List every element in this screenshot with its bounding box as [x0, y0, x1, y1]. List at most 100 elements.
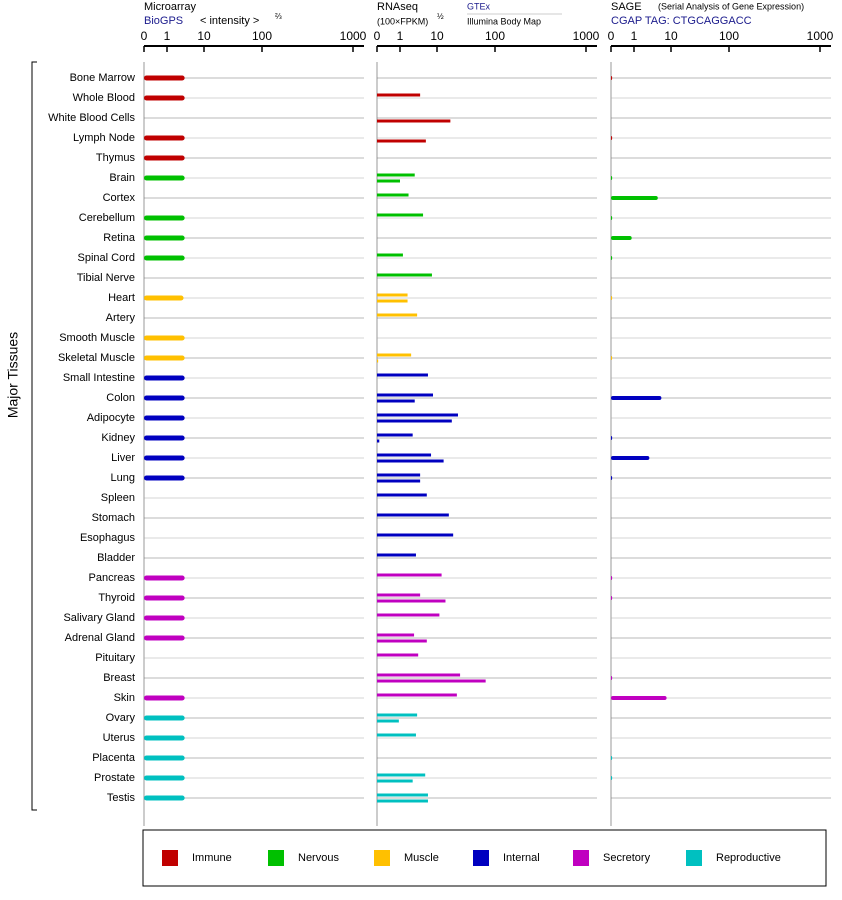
x-tick-label: 100 [719, 29, 739, 43]
bar [377, 419, 452, 423]
bar [377, 179, 400, 183]
tissue-label: Lung [111, 472, 135, 484]
series-name: Illumina Body Map [467, 16, 541, 26]
bar [377, 93, 421, 97]
bar [377, 799, 428, 803]
axis-power: ½ [437, 12, 444, 21]
panel-subtitle: (Serial Analysis of Gene Expression) [658, 1, 804, 11]
legend-label: Reproductive [716, 852, 781, 864]
legend-swatch [573, 850, 589, 866]
legend-label: Muscle [404, 852, 439, 864]
legend-swatch [162, 850, 178, 866]
legend-label: Immune [192, 852, 232, 864]
bar [377, 473, 421, 477]
legend-label: Secretory [603, 852, 651, 864]
bar [377, 573, 442, 577]
bar [377, 713, 418, 717]
bar [377, 733, 416, 737]
tissue-label: Small Intestine [63, 372, 135, 384]
bar [144, 435, 185, 441]
bar [611, 136, 613, 140]
tissue-label: Stomach [92, 512, 135, 524]
bar [377, 273, 432, 277]
tissue-label: Smooth Muscle [59, 332, 135, 344]
bar [377, 513, 449, 517]
legend-swatch [374, 850, 390, 866]
tissue-label: Bladder [97, 552, 135, 564]
bar [377, 413, 458, 417]
legend-label: Nervous [298, 852, 339, 864]
bar [377, 439, 380, 443]
bar [144, 235, 185, 241]
x-tick-label: 0 [608, 29, 615, 43]
x-tick-label: 10 [430, 29, 444, 43]
bar [144, 695, 185, 701]
bar [144, 295, 184, 301]
axis-note: (100×FPKM) [377, 16, 428, 26]
bar [377, 373, 428, 377]
bar [377, 459, 444, 463]
x-tick-label: 1000 [340, 29, 367, 43]
bar [144, 75, 185, 81]
bar [611, 756, 613, 760]
x-tick-label: 10 [664, 29, 678, 43]
tissue-label: Spleen [101, 492, 135, 504]
x-tick-label: 10 [197, 29, 211, 43]
tissue-label: Artery [106, 312, 136, 324]
bar [144, 135, 185, 141]
bar [377, 433, 413, 437]
tissue-label: Kidney [101, 432, 135, 444]
bar [611, 76, 613, 80]
tissue-label: White Blood Cells [48, 112, 135, 124]
legend-swatch [686, 850, 702, 866]
series-name: GTEx [467, 1, 491, 11]
x-tick-label: 1 [631, 29, 638, 43]
tissue-label: Thymus [96, 152, 136, 164]
tissue-label: Skeletal Muscle [58, 352, 135, 364]
tissue-label: Uterus [103, 732, 136, 744]
bar [144, 375, 185, 381]
bar [377, 673, 461, 677]
tissue-label: Retina [103, 232, 136, 244]
tissue-label: Tibial Nerve [77, 272, 135, 284]
tissue-label: Pancreas [89, 572, 136, 584]
axis-power: ⅔ [275, 12, 282, 21]
tissue-label: Heart [108, 292, 135, 304]
bar [377, 633, 415, 637]
bar [611, 176, 613, 180]
bar [611, 356, 613, 360]
bar [377, 479, 421, 483]
bar [611, 476, 613, 480]
bar [144, 155, 185, 161]
bar [144, 615, 185, 621]
bar [377, 533, 454, 537]
panel-source: CGAP TAG: CTGCAGGACC [611, 15, 752, 27]
bar [611, 196, 658, 200]
bar [377, 679, 486, 683]
tissue-label: Esophagus [80, 532, 136, 544]
bar [377, 593, 421, 597]
bar [377, 773, 426, 777]
bar [611, 436, 613, 440]
bar [377, 393, 434, 397]
bar [377, 779, 413, 783]
x-tick-label: 100 [252, 29, 272, 43]
bar [144, 95, 185, 101]
bar [377, 213, 424, 217]
x-tick-label: 1 [397, 29, 404, 43]
bar [144, 175, 185, 181]
tissue-label: Adrenal Gland [65, 632, 135, 644]
bar [611, 596, 613, 600]
tissue-label: Brain [109, 172, 135, 184]
bar [144, 715, 185, 721]
x-tick-label: 1000 [573, 29, 600, 43]
tissue-label: Bone Marrow [70, 72, 135, 84]
x-tick-label: 0 [141, 29, 148, 43]
bar [377, 139, 426, 143]
tissue-label: Breast [103, 672, 135, 684]
bar [144, 215, 185, 221]
bar [611, 236, 632, 240]
tissue-label: Cortex [103, 192, 136, 204]
legend-swatch [473, 850, 489, 866]
